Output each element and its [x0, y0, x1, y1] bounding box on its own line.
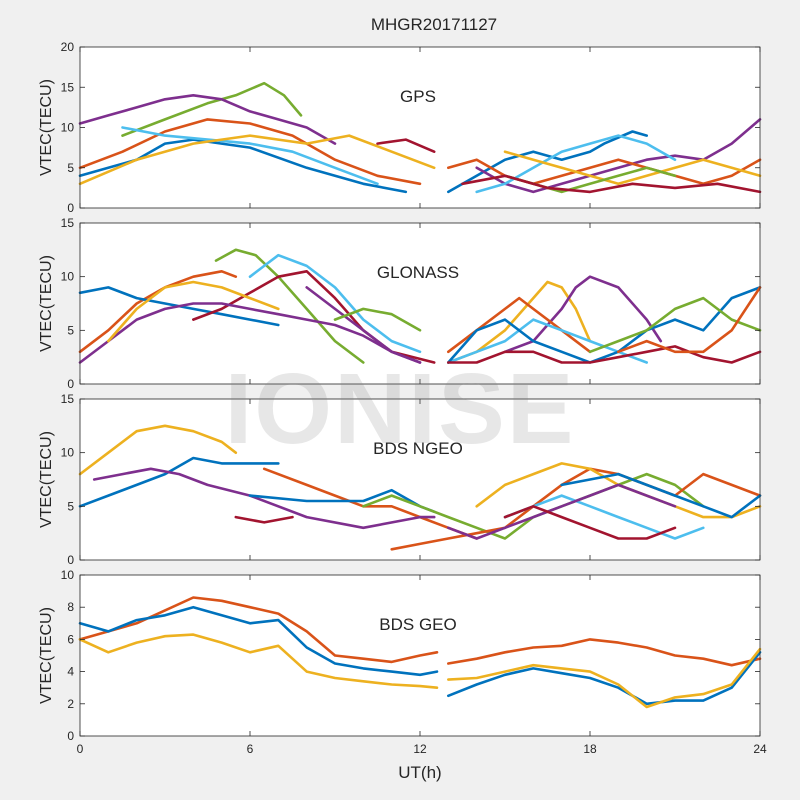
x-tick-label: 12: [413, 742, 427, 756]
series-line-6: [78, 134, 436, 186]
series-line-14: [446, 286, 762, 364]
plot-area: [80, 47, 760, 208]
series-line-2: [78, 456, 280, 508]
series-line-3: [78, 633, 439, 690]
series-line-6: [446, 647, 762, 709]
x-tick-label: 18: [583, 742, 597, 756]
y-tick-label: 5: [67, 499, 74, 513]
series-line-1: [121, 81, 303, 137]
series-line-9: [333, 307, 422, 332]
series-line-9: [475, 118, 762, 194]
y-tick-label: 15: [61, 216, 75, 230]
series-line-1: [78, 424, 238, 476]
series-line-4: [446, 638, 762, 667]
x-tick-label: 6: [247, 742, 254, 756]
y-tick-label: 2: [67, 697, 74, 711]
series-line-5: [446, 650, 762, 706]
y-tick-label: 20: [61, 40, 75, 54]
panel-glonass: 0 5 10 15 VTEC(TECU) GLONASS: [38, 216, 762, 391]
series-line-14: [461, 174, 762, 194]
y-tick-label: 8: [67, 600, 74, 614]
series-line-13: [446, 318, 649, 364]
series-line-3: [262, 467, 479, 540]
series-line-8: [305, 286, 422, 364]
series-line-16: [446, 345, 762, 364]
series-line-1: [78, 596, 439, 664]
y-tick-label: 10: [61, 121, 75, 135]
series-line-5: [121, 126, 379, 186]
y-tick-label: 0: [67, 729, 74, 743]
series-line-3: [78, 118, 422, 186]
y-axis-label: VTEC(TECU): [38, 607, 55, 704]
y-axis-label: VTEC(TECU): [38, 255, 55, 352]
series-line-8: [390, 467, 762, 551]
series-line-11: [446, 483, 677, 540]
x-axis-label: UT(h): [398, 763, 441, 782]
panel-label: GPS: [400, 87, 436, 106]
y-tick-label: 15: [61, 392, 75, 406]
figure-title: MHGR20171127: [371, 15, 497, 34]
panel-label: GLONASS: [377, 263, 459, 282]
series-line-12: [503, 150, 762, 186]
panel-label: BDS GEO: [379, 615, 456, 634]
series-line-12: [503, 504, 677, 540]
series-line-2: [78, 94, 337, 145]
series-line-17: [616, 286, 762, 354]
series-line-15: [588, 296, 762, 354]
series-line-2: [78, 605, 439, 677]
panel-gps: 0 5 10 15 20 VTEC(TECU) GPS: [38, 40, 762, 215]
series-line-4: [92, 467, 436, 530]
y-axis-label: VTEC(TECU): [38, 431, 55, 528]
series-line-7: [376, 138, 436, 153]
series-line-11: [475, 134, 677, 194]
series-line-4: [78, 138, 408, 194]
x-tick-label: 24: [753, 742, 767, 756]
x-tick-label: 0: [77, 742, 84, 756]
series-line-10: [503, 494, 705, 540]
series-line-11: [503, 275, 663, 354]
y-tick-label: 5: [67, 323, 74, 337]
y-tick-label: 10: [61, 270, 75, 284]
series-line-5: [234, 515, 294, 524]
y-tick-label: 15: [61, 80, 75, 94]
y-tick-label: 0: [67, 201, 74, 215]
series-line-10: [446, 158, 762, 186]
y-tick-label: 10: [61, 568, 75, 582]
series-line-7: [107, 280, 280, 343]
y-tick-label: 0: [67, 553, 74, 567]
y-axis-label: VTEC(TECU): [38, 79, 55, 176]
y-tick-label: 0: [67, 377, 74, 391]
series-line-6: [78, 302, 422, 364]
series-line-10: [446, 280, 592, 364]
y-tick-label: 6: [67, 632, 74, 646]
y-tick-label: 5: [67, 161, 74, 175]
series-line-5: [248, 253, 422, 354]
panel-label: BDS NGEO: [373, 439, 463, 458]
series-line-13: [560, 472, 762, 519]
y-tick-label: 4: [67, 665, 74, 679]
panel-bds-ngeo: 0 5 10 15 VTEC(TECU) BDS NGEO: [38, 392, 762, 567]
y-tick-label: 10: [61, 446, 75, 460]
series-line-8: [446, 130, 649, 194]
